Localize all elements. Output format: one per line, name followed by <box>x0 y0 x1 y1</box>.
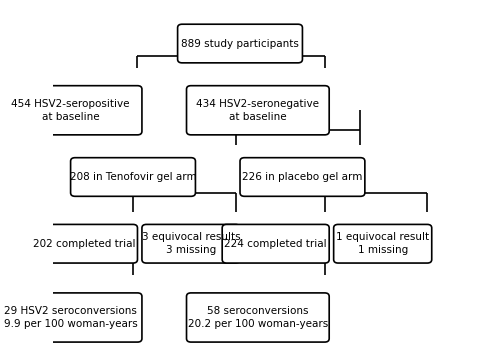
Text: 889 study participants: 889 study participants <box>181 39 299 48</box>
Text: 1 equivocal result
1 missing: 1 equivocal result 1 missing <box>336 232 430 255</box>
FancyBboxPatch shape <box>0 86 142 135</box>
Text: 208 in Tenofovir gel arm: 208 in Tenofovir gel arm <box>70 172 196 182</box>
Text: 224 completed trial: 224 completed trial <box>224 239 327 249</box>
FancyBboxPatch shape <box>30 224 138 263</box>
FancyBboxPatch shape <box>142 224 240 263</box>
Text: 3 equivocal results
3 missing: 3 equivocal results 3 missing <box>142 232 240 255</box>
FancyBboxPatch shape <box>178 24 302 63</box>
Text: 226 in placebo gel arm: 226 in placebo gel arm <box>242 172 362 182</box>
Text: 58 seroconversions
20.2 per 100 woman-years: 58 seroconversions 20.2 per 100 woman-ye… <box>188 306 328 329</box>
FancyBboxPatch shape <box>186 293 329 342</box>
FancyBboxPatch shape <box>334 224 432 263</box>
FancyBboxPatch shape <box>240 158 365 196</box>
FancyBboxPatch shape <box>70 158 196 196</box>
Text: 202 completed trial: 202 completed trial <box>32 239 135 249</box>
Text: 454 HSV2-seropositive
at baseline: 454 HSV2-seropositive at baseline <box>12 99 130 122</box>
FancyBboxPatch shape <box>0 293 142 342</box>
Text: 29 HSV2 seroconversions
9.9 per 100 woman-years: 29 HSV2 seroconversions 9.9 per 100 woma… <box>4 306 138 329</box>
Text: 434 HSV2-seronegative
at baseline: 434 HSV2-seronegative at baseline <box>196 99 320 122</box>
FancyBboxPatch shape <box>222 224 329 263</box>
FancyBboxPatch shape <box>186 86 329 135</box>
